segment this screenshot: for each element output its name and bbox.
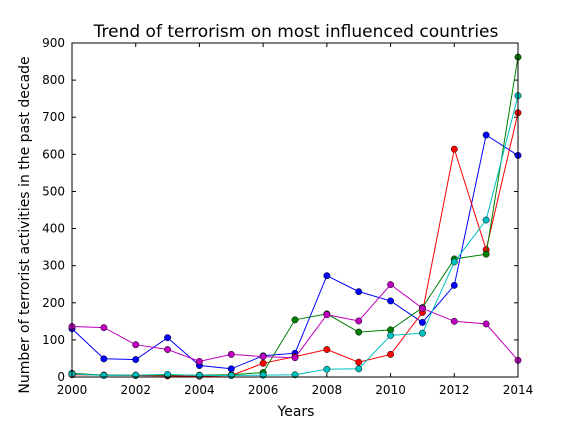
data-point bbox=[355, 358, 363, 366]
data-point bbox=[164, 334, 172, 342]
series-1-line bbox=[71, 134, 519, 370]
y-tick-label: 500 bbox=[42, 184, 65, 198]
series-4 bbox=[68, 281, 522, 365]
data-point bbox=[418, 329, 426, 337]
data-point bbox=[418, 304, 426, 312]
x-tick-label: 2008 bbox=[312, 383, 343, 397]
series-3 bbox=[68, 53, 522, 379]
data-point bbox=[323, 311, 331, 319]
x-tick-label: 2012 bbox=[439, 383, 470, 397]
data-point bbox=[164, 370, 172, 378]
y-tick-label: 600 bbox=[42, 147, 65, 161]
data-point bbox=[132, 341, 140, 349]
data-point bbox=[387, 281, 395, 289]
x-tick-label: 2000 bbox=[57, 383, 88, 397]
data-point bbox=[355, 328, 363, 336]
series-layer bbox=[68, 53, 522, 380]
data-point bbox=[323, 346, 331, 353]
series-5-line bbox=[71, 95, 519, 377]
data-point bbox=[355, 288, 363, 296]
x-tick-label: 2004 bbox=[184, 383, 215, 397]
data-point bbox=[387, 297, 395, 305]
y-tick-label: 200 bbox=[42, 296, 65, 310]
y-tick-label: 0 bbox=[57, 370, 65, 384]
data-point bbox=[100, 355, 108, 363]
series-2 bbox=[68, 109, 522, 380]
data-point bbox=[259, 359, 267, 367]
data-point bbox=[195, 357, 203, 365]
data-point bbox=[164, 346, 172, 353]
axis-ticks: 2000 2002 2004 2006 2008 2010 2012 2014 0 100 200 3… bbox=[42, 36, 533, 397]
chart-title: Trend of terrorism on most influenced co… bbox=[93, 22, 499, 42]
data-point bbox=[227, 372, 235, 379]
plot-frame bbox=[71, 42, 519, 378]
data-point bbox=[450, 145, 458, 153]
y-tick-label: 700 bbox=[42, 110, 65, 124]
data-point bbox=[100, 324, 108, 332]
x-axis-label: Years bbox=[277, 404, 315, 420]
series-5 bbox=[68, 92, 522, 379]
data-point bbox=[323, 272, 331, 280]
data-point bbox=[323, 365, 331, 373]
data-point bbox=[355, 365, 363, 373]
data-point bbox=[387, 350, 395, 358]
x-tick-label: 2014 bbox=[503, 383, 534, 397]
data-point bbox=[291, 316, 299, 324]
data-point bbox=[450, 281, 458, 289]
data-point bbox=[482, 250, 490, 258]
data-point bbox=[291, 371, 299, 379]
y-tick-label: 900 bbox=[42, 36, 65, 50]
series-2-line bbox=[71, 112, 519, 377]
data-point bbox=[387, 331, 395, 339]
y-tick-label: 100 bbox=[42, 333, 65, 347]
data-point bbox=[227, 350, 235, 358]
y-tick-label: 400 bbox=[42, 222, 65, 236]
data-point bbox=[355, 317, 363, 325]
x-tick-label: 2006 bbox=[248, 383, 279, 397]
data-point bbox=[227, 365, 235, 373]
y-tick-label: 300 bbox=[42, 259, 65, 273]
data-point bbox=[100, 372, 108, 379]
data-point bbox=[482, 320, 490, 328]
data-point bbox=[259, 353, 267, 361]
data-point bbox=[195, 372, 203, 379]
data-point bbox=[418, 318, 426, 326]
series-3-line bbox=[71, 57, 519, 376]
data-point bbox=[450, 317, 458, 325]
data-point bbox=[291, 354, 299, 362]
data-point bbox=[450, 258, 458, 266]
y-axis-label: Number of terrorist activities in the pa… bbox=[17, 56, 33, 393]
data-point bbox=[482, 216, 490, 224]
series-1 bbox=[68, 131, 522, 373]
x-tick-label: 2010 bbox=[375, 383, 406, 397]
x-tick-label: 2002 bbox=[120, 383, 151, 397]
data-point bbox=[132, 356, 140, 364]
data-point bbox=[482, 131, 490, 139]
y-tick-label: 800 bbox=[42, 73, 65, 87]
